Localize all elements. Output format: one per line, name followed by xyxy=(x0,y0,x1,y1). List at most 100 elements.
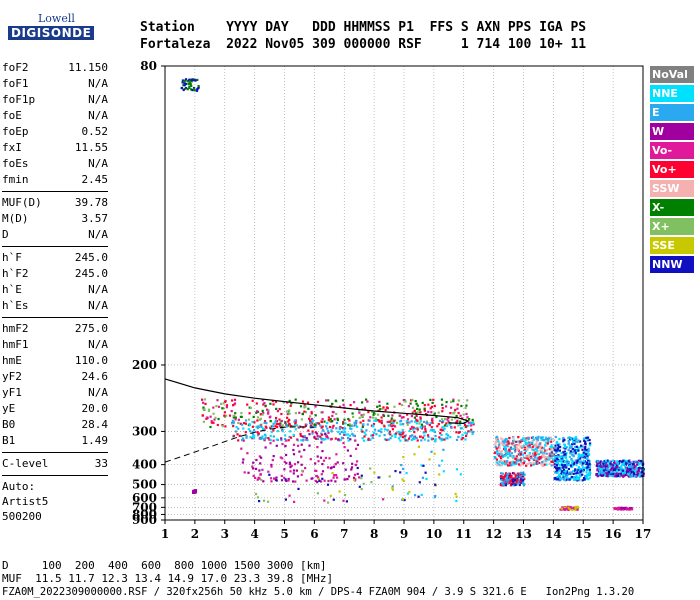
echo-point xyxy=(433,412,436,415)
echo-point xyxy=(415,422,418,425)
echo-point xyxy=(356,407,359,410)
param-name: yF2 xyxy=(2,370,22,383)
echo-point xyxy=(351,432,354,435)
param-name: C-level xyxy=(2,457,49,470)
echo-point xyxy=(384,408,387,411)
echo-point xyxy=(496,461,499,464)
echo-point xyxy=(500,475,503,478)
echo-point xyxy=(286,401,289,404)
echo-point xyxy=(416,404,419,407)
echo-point xyxy=(386,402,389,405)
echo-point xyxy=(190,84,193,87)
echo-point xyxy=(536,457,539,460)
echo-point xyxy=(274,400,277,403)
echo-point xyxy=(577,453,580,456)
echo-point xyxy=(391,487,394,490)
echo-point xyxy=(531,439,534,442)
echo-point xyxy=(275,479,278,482)
echo-point xyxy=(327,501,330,504)
echo-point xyxy=(468,430,471,433)
echo-point xyxy=(507,464,510,467)
echo-point xyxy=(330,430,333,433)
echo-point xyxy=(522,438,526,441)
echo-point xyxy=(393,433,396,436)
echo-point xyxy=(412,428,415,431)
echo-point xyxy=(305,437,308,440)
echo-point xyxy=(345,500,348,503)
echo-point xyxy=(613,464,616,467)
echo-point xyxy=(543,455,546,458)
echo-point xyxy=(515,458,518,461)
echo-point xyxy=(520,446,523,449)
echo-point xyxy=(518,452,521,455)
echo-point xyxy=(522,461,525,465)
echo-point xyxy=(296,475,299,478)
echo-point xyxy=(618,475,621,478)
echo-point xyxy=(276,430,279,433)
echo-point xyxy=(182,80,185,83)
echo-point xyxy=(523,444,526,447)
echo-point xyxy=(280,437,283,440)
echo-point xyxy=(445,433,448,436)
echo-point xyxy=(234,416,237,419)
echo-point xyxy=(567,477,570,480)
echo-point xyxy=(275,416,278,420)
echo-point xyxy=(554,455,557,458)
echo-point xyxy=(329,494,332,497)
param-row: B0 28.4 xyxy=(2,417,108,433)
echo-point xyxy=(613,507,616,510)
echo-point xyxy=(581,445,584,448)
echo-point xyxy=(293,500,296,503)
echo-point xyxy=(314,462,317,465)
echo-point xyxy=(247,471,250,474)
echo-point xyxy=(505,454,508,457)
echo-point xyxy=(574,472,577,475)
echo-point xyxy=(294,428,297,431)
echo-point xyxy=(508,474,511,478)
echo-point xyxy=(494,443,497,446)
echo-point xyxy=(298,411,301,414)
param-name: h`E xyxy=(2,283,22,296)
echo-point xyxy=(467,424,470,427)
echo-point xyxy=(317,478,320,481)
polarization-legend: NoVal NNE E W Vo- Vo+ SSW X- X+ SSE NNW xyxy=(650,66,694,275)
echo-point xyxy=(604,470,607,474)
echo-point xyxy=(416,407,419,410)
echo-point xyxy=(459,427,462,430)
echo-point xyxy=(622,475,625,478)
echo-point xyxy=(351,424,354,428)
echo-point xyxy=(523,448,526,451)
echo-point xyxy=(565,476,568,479)
echo-point xyxy=(195,89,199,92)
echo-point xyxy=(190,80,193,83)
echo-point xyxy=(253,434,256,437)
echo-point xyxy=(202,420,205,423)
echo-point xyxy=(438,473,441,476)
echo-point xyxy=(320,480,323,483)
echo-point xyxy=(323,479,326,482)
echo-point xyxy=(336,476,339,479)
echo-point xyxy=(605,472,608,475)
echo-point xyxy=(522,476,525,480)
echo-point xyxy=(387,438,390,441)
echo-point xyxy=(585,475,589,478)
echo-point xyxy=(371,410,374,413)
echo-point xyxy=(410,399,413,402)
echo-point xyxy=(541,455,544,458)
echo-point xyxy=(371,416,375,419)
echo-point xyxy=(225,414,228,417)
echo-point xyxy=(580,444,583,447)
echo-point xyxy=(525,456,528,459)
echo-point xyxy=(515,480,518,483)
echo-point xyxy=(287,479,290,482)
echo-point xyxy=(637,461,640,464)
echo-point xyxy=(344,422,347,425)
echo-point xyxy=(605,467,608,470)
echo-point xyxy=(332,465,336,468)
echo-point xyxy=(330,479,333,482)
echo-point xyxy=(431,421,434,424)
echo-point xyxy=(271,459,274,462)
echo-point xyxy=(214,416,217,419)
echo-point xyxy=(400,403,404,407)
echo-point xyxy=(443,438,446,441)
